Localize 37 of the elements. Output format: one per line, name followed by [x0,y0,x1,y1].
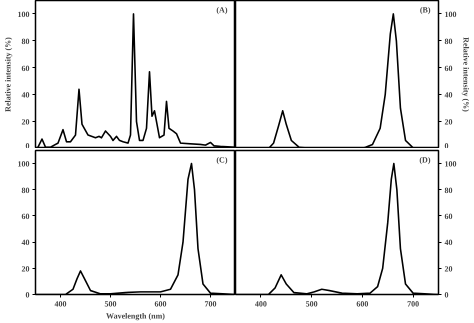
y-tick-label: 20 [22,264,30,274]
y-tick-label: 100 [444,160,456,169]
y-tick-label: 100 [18,10,30,19]
annotation: (D) [419,156,431,164]
y-tick-label: 60 [444,212,452,221]
y-tick-label: 80 [22,36,30,46]
y-tick-label: 80 [444,36,452,46]
annotation: (A) [216,6,228,14]
y-tick-label: 20 [22,118,30,127]
annotation: (C) [216,156,228,164]
y-axis-title: Relative intensity (%) [462,37,470,112]
x-tick-label: 500 [306,300,318,308]
x-tick-label: 400 [54,300,66,308]
y-tick-label: 20 [444,118,452,127]
x-axis-title: Wavelength (nm) [106,312,166,320]
y-tick-label: 100 [18,160,30,169]
y-tick-label: 60 [22,212,30,221]
y-tick-label: 80 [22,186,30,195]
y-tick-label: 40 [22,90,30,100]
y-tick-label: 60 [22,64,30,73]
y-tick-label: 40 [22,238,30,248]
y-tick-label: 80 [444,186,452,195]
x-tick-label: 600 [356,300,368,308]
y-tick-label: 20 [444,264,452,274]
y-tick-label: 60 [444,64,452,73]
x-tick-label: 600 [154,300,166,308]
x-tick-label: 400 [254,300,267,308]
y-tick-label: 40 [444,238,452,248]
y-tick-label: 0 [444,290,448,300]
y-tick-label: 40 [444,90,452,100]
y-tick-label: 100 [444,10,456,19]
x-tick-label: 700 [204,300,216,308]
x-tick-label: 500 [104,300,116,308]
x-tick-label: 700 [407,300,420,308]
y-axis-title: Relative intensity (%) [4,36,12,112]
y-tick-label: 0 [26,290,30,300]
annotation: (B) [420,6,431,14]
